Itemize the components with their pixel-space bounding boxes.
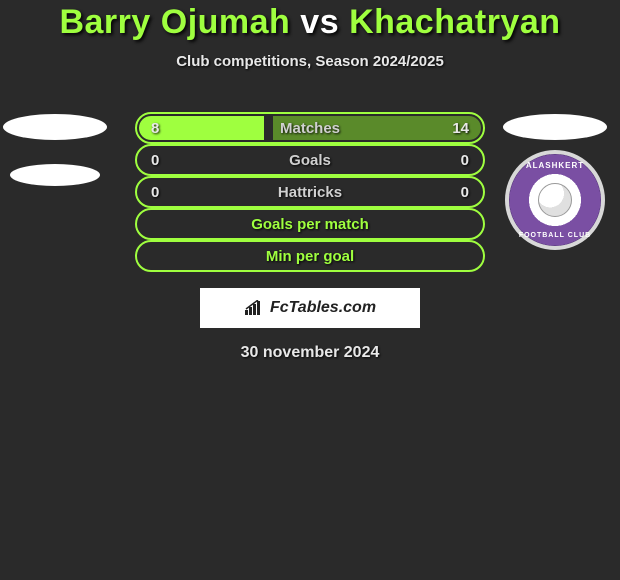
stat-label: Goals per match xyxy=(137,216,483,233)
right-club-logo-placeholder xyxy=(500,114,610,140)
stat-value-right: 14 xyxy=(449,120,469,137)
stat-bar-matches: 8Matches14 xyxy=(135,112,485,144)
stat-label: Goals xyxy=(137,152,483,169)
right-club-column: ALASHKERT FOOTBALL CLUB xyxy=(500,112,620,250)
stat-label: Matches xyxy=(137,120,483,137)
comparison-card: Barry Ojumah vs Khachatryan Club competi… xyxy=(0,0,620,450)
stat-label: Hattricks xyxy=(137,184,483,201)
stat-bar-goals: 0Goals0 xyxy=(135,144,485,176)
stat-value-right: 0 xyxy=(449,152,469,169)
left-club-column xyxy=(0,112,120,186)
stat-bar-hattricks: 0Hattricks0 xyxy=(135,176,485,208)
stat-bars: 8Matches140Goals00Hattricks0Goals per ma… xyxy=(135,112,485,272)
badge-sub: FOOTBALL CLUB xyxy=(519,232,591,239)
left-club-logo-1 xyxy=(0,114,110,140)
competition-subtitle: Club competitions, Season 2024/2025 xyxy=(0,53,620,70)
brand-text: FcTables.com xyxy=(270,299,376,317)
vs-text: vs xyxy=(300,3,339,41)
player2-name: Khachatryan xyxy=(349,3,560,41)
stat-label: Min per goal xyxy=(137,248,483,265)
right-club-logo: ALASHKERT FOOTBALL CLUB xyxy=(500,150,610,250)
snapshot-date: 30 november 2024 xyxy=(0,344,620,362)
brand-box: FcTables.com xyxy=(200,288,420,328)
alashkert-badge: ALASHKERT FOOTBALL CLUB xyxy=(505,150,605,250)
chart-icon xyxy=(244,300,264,316)
page-title: Barry Ojumah vs Khachatryan xyxy=(0,4,620,41)
soccer-ball-icon xyxy=(538,183,572,217)
left-club-logo-2 xyxy=(0,164,110,186)
stat-bar-min-per-goal: Min per goal xyxy=(135,240,485,272)
badge-name: ALASHKERT xyxy=(526,161,584,170)
stats-section: ALASHKERT FOOTBALL CLUB 8Matches140Goals… xyxy=(0,112,620,272)
player1-name: Barry Ojumah xyxy=(59,3,290,41)
stat-value-right: 0 xyxy=(449,184,469,201)
stat-bar-goals-per-match: Goals per match xyxy=(135,208,485,240)
